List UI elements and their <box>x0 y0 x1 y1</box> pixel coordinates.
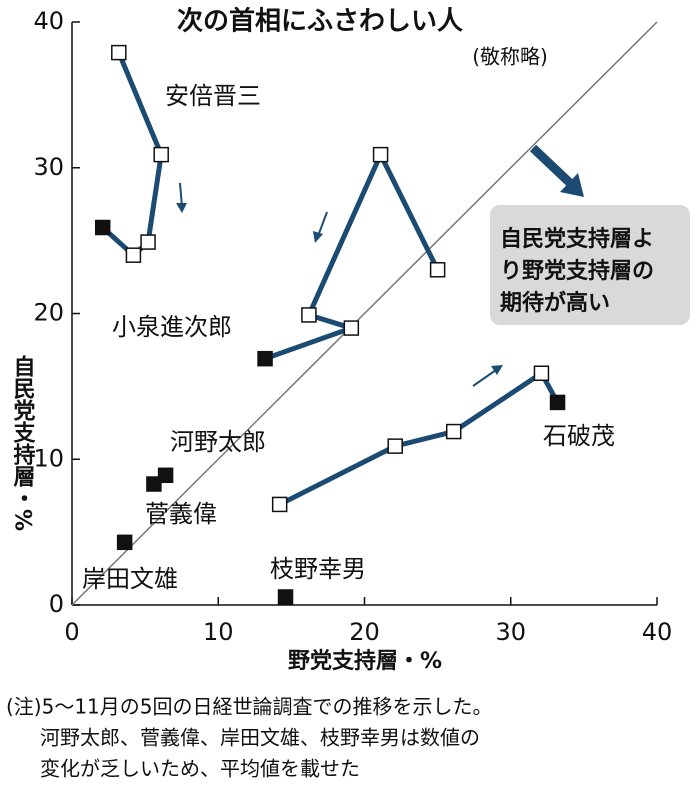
point-marker <box>372 146 389 163</box>
series-label: 安倍晋三 <box>165 82 261 110</box>
series-label: 岸田文雄 <box>82 565 178 593</box>
point-marker <box>140 234 156 250</box>
point-marker <box>277 589 294 605</box>
point-marker <box>111 44 127 61</box>
point-marker <box>429 262 446 278</box>
annotation-text: り野党支持層の <box>500 259 654 284</box>
point-marker <box>343 320 360 336</box>
series-label: 小泉進次郎 <box>112 313 232 341</box>
arrow <box>472 369 497 387</box>
point-marker <box>387 438 403 454</box>
y-tick-label: 20 <box>33 299 64 327</box>
arrowhead <box>491 365 503 375</box>
point-marker <box>116 534 133 551</box>
note-text: 変化が乏しいため、平均値を載せた <box>40 757 360 781</box>
point-marker <box>153 146 169 163</box>
series-label: 菅義偉 <box>145 500 217 528</box>
y-tick-label: 40 <box>33 7 64 35</box>
x-axis-title: 野党支持層・% <box>288 649 442 674</box>
arrowhead <box>560 173 584 197</box>
note-text: 河野太郎、菅義偉、岸田文雄、枝野幸男は数値の <box>40 726 480 750</box>
point-marker <box>94 219 111 236</box>
y-tick-label: 30 <box>33 153 64 181</box>
chart-subtitle: (敬称略) <box>472 45 548 69</box>
point-marker <box>533 365 550 382</box>
x-tick-label: 30 <box>495 618 526 646</box>
annotation-text: 自民党支持層よ <box>500 226 654 252</box>
x-tick-label: 20 <box>349 618 380 646</box>
point-marker <box>125 247 142 263</box>
y-tick-label: 0 <box>49 590 64 618</box>
series-label: 石破茂 <box>543 422 615 450</box>
point-marker <box>445 423 462 440</box>
arrow <box>529 144 574 187</box>
x-tick-label: 0 <box>64 618 79 646</box>
y-tick-label: 10 <box>33 444 64 472</box>
point-marker <box>271 496 288 513</box>
arrow <box>317 211 328 237</box>
arrowhead <box>313 231 323 243</box>
series-label: 河野太郎 <box>170 428 266 456</box>
chart-title: 次の首相にふさわしい人 <box>177 6 463 37</box>
arrowhead <box>176 203 187 213</box>
point-marker <box>301 307 317 323</box>
point-marker <box>157 467 174 484</box>
point-marker <box>257 350 273 367</box>
point-marker <box>146 476 162 492</box>
annotation-box <box>490 205 690 325</box>
annotation-text: 期待が高い <box>500 290 610 316</box>
x-tick-label: 40 <box>642 618 673 646</box>
diagonal-line <box>71 21 658 606</box>
y-axis-title: 自民党支持層・% <box>10 354 36 531</box>
note-text: (注)5～11月の5回の日経世論調査での推移を示した。 <box>6 695 493 719</box>
x-tick-label: 10 <box>203 618 234 646</box>
point-marker <box>549 394 566 411</box>
series-label: 枝野幸男 <box>270 555 366 583</box>
arrows <box>176 144 584 387</box>
